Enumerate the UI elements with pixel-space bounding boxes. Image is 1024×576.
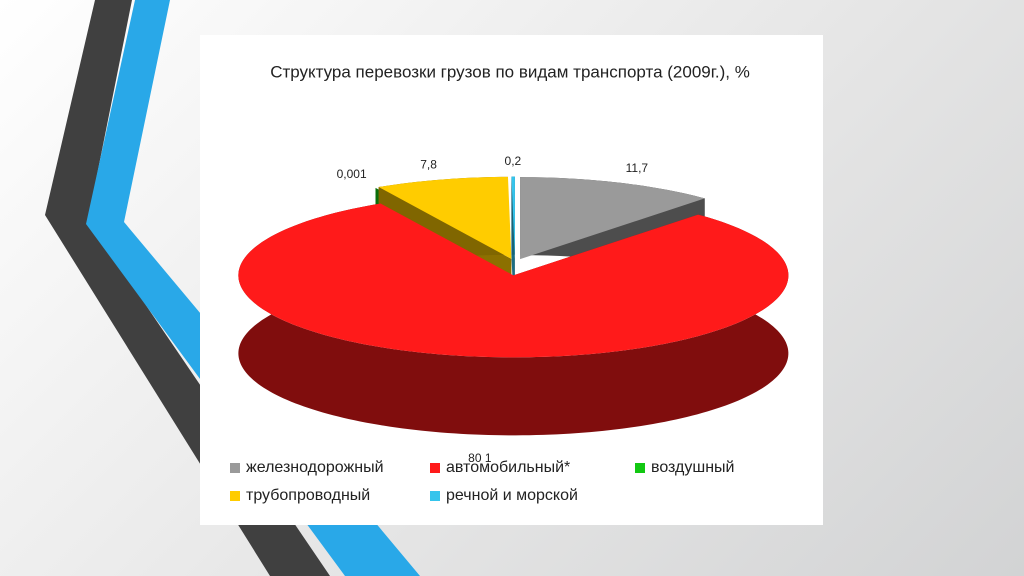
slice <box>511 176 515 259</box>
legend-swatch <box>635 463 645 473</box>
legend-label: автомобильный* <box>446 459 571 476</box>
pie <box>238 176 789 436</box>
slice <box>378 176 512 259</box>
data-label: 80 1 <box>468 451 492 465</box>
legend-label: речной и морской <box>446 487 578 504</box>
legend-label: воздушный <box>651 459 735 476</box>
legend-label: трубопроводный <box>246 487 371 504</box>
data-label: 11,7 <box>626 161 649 175</box>
data-label: 0,001 <box>337 167 367 181</box>
legend-item: трубопроводный <box>230 487 370 505</box>
legend-swatch <box>430 463 440 473</box>
legend-item: воздушный <box>635 459 734 477</box>
slice <box>238 203 789 358</box>
legend-swatch <box>230 491 240 501</box>
data-label: 7,8 <box>420 157 437 171</box>
legend-label: железнодорожный <box>246 459 384 476</box>
legend-item: речной и морской <box>430 487 578 505</box>
chart-panel: Структура перевозки грузов по видам тран… <box>200 35 823 525</box>
legend-swatch <box>230 463 240 473</box>
legend-item: автомобильный* <box>430 459 570 477</box>
slice <box>520 177 705 260</box>
chart-title: Структура перевозки грузов по видам тран… <box>270 62 750 81</box>
legend-swatch <box>430 491 440 501</box>
chart: Структура перевозки грузов по видам тран… <box>238 62 789 465</box>
legend-item: железнодорожный <box>230 459 384 477</box>
blue-chevron <box>86 0 420 576</box>
dark-chevron <box>45 0 330 576</box>
data-label: 0,2 <box>505 154 522 168</box>
slice <box>375 187 509 260</box>
